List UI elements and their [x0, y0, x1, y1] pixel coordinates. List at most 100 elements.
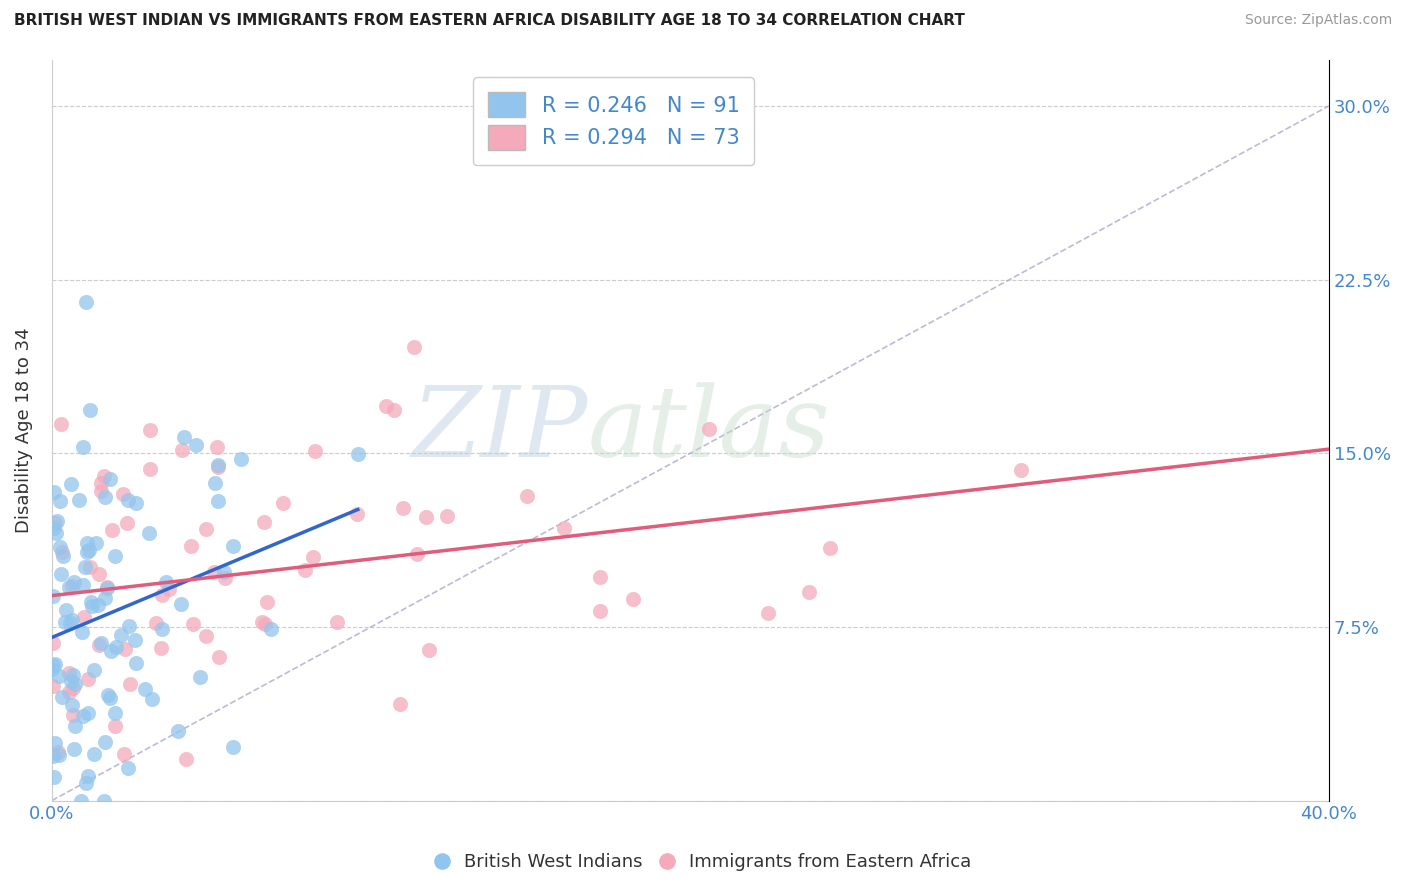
Point: [214, 566, 236, 580]
Text: atlas: atlas: [588, 383, 831, 478]
Point: [818, 541, 841, 555]
Point: [79, 542, 101, 557]
Point: [229, 452, 252, 467]
Legend: R = 0.246   N = 91, R = 0.294   N = 73: R = 0.246 N = 91, R = 0.294 N = 73: [472, 78, 754, 165]
Point: [42, 679, 65, 693]
Point: [48, 747, 70, 762]
Point: [60, 579, 83, 593]
Point: [83, 747, 105, 761]
Point: [44, 657, 66, 671]
Legend: British West Indians, Immigrants from Eastern Africa: British West Indians, Immigrants from Ea…: [427, 847, 979, 879]
Point: [101, 523, 124, 537]
Point: [204, 475, 226, 490]
Point: [117, 761, 139, 775]
Point: [89, 567, 111, 582]
Point: [96, 580, 118, 594]
Point: [100, 643, 122, 657]
Point: [51, 566, 73, 581]
Point: [42, 589, 65, 603]
Point: [202, 565, 225, 579]
Point: [205, 441, 228, 455]
Point: [139, 461, 162, 475]
Point: [294, 563, 316, 577]
Point: [49, 541, 72, 555]
Point: [124, 656, 146, 670]
Point: [60, 477, 83, 491]
Point: [93, 794, 115, 808]
Point: [118, 619, 141, 633]
Point: [63, 742, 86, 756]
Point: [208, 650, 231, 665]
Point: [53, 615, 76, 630]
Point: [118, 677, 141, 691]
Point: [73, 609, 96, 624]
Text: ZIP: ZIP: [412, 383, 588, 478]
Point: [80, 595, 103, 609]
Point: [94, 490, 117, 504]
Text: BRITISH WEST INDIAN VS IMMIGRANTS FROM EASTERN AFRICA DISABILITY AGE 18 TO 34 CO: BRITISH WEST INDIAN VS IMMIGRANTS FROM E…: [14, 13, 965, 29]
Point: [76, 706, 98, 720]
Point: [699, 422, 721, 436]
Point: [181, 616, 204, 631]
Point: [194, 629, 217, 643]
Point: [145, 615, 167, 630]
Point: [207, 460, 229, 475]
Point: [124, 632, 146, 647]
Point: [58, 685, 80, 699]
Point: [104, 706, 127, 720]
Point: [48, 669, 70, 683]
Point: [72, 440, 94, 454]
Point: [304, 444, 326, 458]
Point: [157, 582, 180, 596]
Point: [76, 545, 98, 559]
Point: [139, 423, 162, 437]
Point: [42, 770, 65, 784]
Point: [48, 745, 70, 759]
Point: [41, 748, 63, 763]
Point: [76, 535, 98, 549]
Point: [90, 475, 112, 490]
Point: [51, 690, 73, 704]
Point: [141, 691, 163, 706]
Point: [62, 668, 84, 682]
Point: [52, 549, 75, 563]
Point: [87, 638, 110, 652]
Point: [63, 574, 86, 589]
Point: [58, 666, 80, 681]
Point: [72, 709, 94, 723]
Point: [222, 540, 245, 554]
Point: [79, 560, 101, 574]
Point: [45, 514, 67, 528]
Point: [60, 698, 83, 712]
Point: [75, 560, 97, 574]
Point: [49, 417, 72, 431]
Point: [42, 485, 65, 500]
Point: [170, 597, 193, 611]
Point: [589, 604, 612, 618]
Point: [98, 691, 121, 706]
Point: [621, 591, 644, 606]
Point: [184, 438, 207, 452]
Point: [79, 403, 101, 417]
Y-axis label: Disability Age 18 to 34: Disability Age 18 to 34: [15, 327, 32, 533]
Point: [150, 640, 173, 655]
Point: [42, 521, 65, 535]
Point: [51, 544, 73, 558]
Point: [44, 516, 66, 530]
Point: [77, 672, 100, 686]
Point: [45, 526, 67, 541]
Point: [90, 636, 112, 650]
Point: [221, 739, 243, 754]
Point: [42, 658, 65, 673]
Point: [155, 574, 177, 589]
Point: [63, 677, 86, 691]
Point: [436, 508, 458, 523]
Point: [84, 536, 107, 550]
Point: [70, 794, 93, 808]
Point: [553, 521, 575, 535]
Point: [207, 494, 229, 508]
Point: [302, 550, 325, 565]
Point: [170, 442, 193, 457]
Point: [75, 776, 97, 790]
Point: [83, 663, 105, 677]
